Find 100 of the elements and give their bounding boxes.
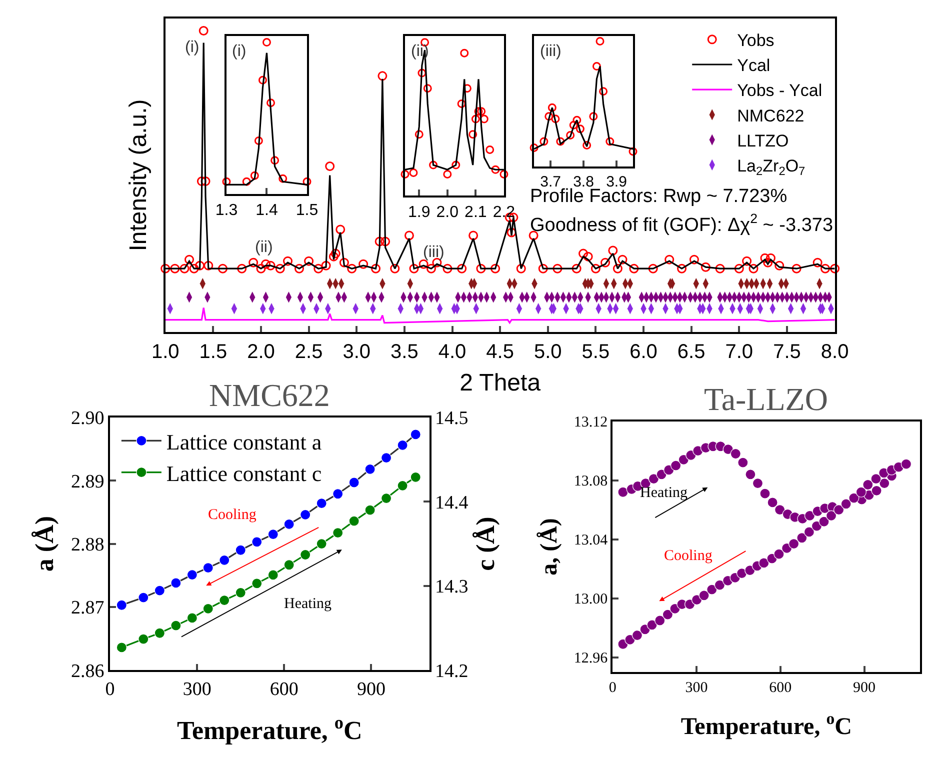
- point: [138, 592, 149, 603]
- point: [250, 171, 259, 180]
- point: [202, 603, 214, 614]
- y2-axis-title: c (Å): [471, 516, 500, 571]
- point: [332, 488, 344, 500]
- point: [871, 485, 882, 496]
- x-tick-label: 5.5: [582, 340, 610, 363]
- point: [262, 38, 271, 47]
- point: [714, 580, 726, 590]
- x-tick-label: 5.0: [534, 340, 562, 363]
- point: [648, 474, 660, 484]
- point: [170, 620, 182, 631]
- x-tick-label: 1.5: [296, 202, 318, 219]
- point: [116, 600, 127, 610]
- y-tick-label: 2.86: [71, 660, 104, 682]
- y2-tick-label: 14.3: [435, 576, 468, 598]
- point: [186, 612, 198, 624]
- point: [348, 516, 360, 526]
- point: [154, 628, 165, 638]
- y-axis-title: a, (Å): [536, 518, 562, 576]
- point: [592, 62, 601, 71]
- point: [254, 136, 263, 145]
- chart-title: (iii): [540, 43, 562, 60]
- point: [856, 486, 866, 498]
- point: [235, 544, 246, 556]
- point: [202, 562, 214, 574]
- y-axis-title: a (Å): [30, 516, 59, 572]
- point: [443, 170, 452, 178]
- point: [219, 554, 230, 566]
- x-tick-label: 1.9: [408, 204, 430, 221]
- annotation: (i): [185, 39, 200, 56]
- point: [468, 130, 478, 139]
- point: [364, 464, 376, 475]
- point: [252, 578, 262, 589]
- annotation: (ii): [255, 239, 273, 256]
- point: [138, 634, 149, 644]
- x-tick-label: 7.0: [725, 340, 754, 363]
- point: [480, 114, 488, 124]
- annotation: Goodness of fit (GOF): Δχ$^{2}$ ~ -3.373: [530, 211, 834, 236]
- point: [284, 518, 294, 530]
- x-tick-label: 600: [769, 680, 792, 696]
- y2-tick-label: 14.5: [435, 408, 468, 430]
- point: [599, 87, 608, 96]
- point: [300, 509, 311, 520]
- x-tick-label: 0: [608, 680, 616, 696]
- point: [530, 143, 538, 152]
- point: [646, 620, 658, 630]
- point: [258, 76, 267, 84]
- point: [266, 98, 276, 108]
- x-tick-label: 2.0: [436, 204, 459, 221]
- point: [268, 570, 278, 580]
- point: [900, 458, 912, 470]
- annotation: (iii): [423, 244, 444, 261]
- x-tick-label: 300: [685, 680, 708, 696]
- point: [767, 497, 778, 508]
- point: [752, 478, 764, 489]
- point: [730, 448, 741, 460]
- chart-title: (i): [232, 43, 246, 60]
- x-tick-label: 6.5: [677, 340, 706, 363]
- point: [316, 538, 327, 550]
- point: [477, 107, 486, 116]
- point: [618, 486, 628, 498]
- x-tick-label: 1.5: [199, 340, 228, 363]
- legend-label: Yobs: [737, 31, 774, 50]
- y-tick-label: 13.04: [574, 532, 608, 549]
- point: [788, 538, 800, 550]
- point: [457, 99, 466, 108]
- point: [316, 498, 327, 509]
- point: [268, 529, 278, 540]
- point: [284, 560, 294, 570]
- point: [170, 578, 182, 588]
- legend-label: LLTZO: [737, 131, 789, 150]
- point: [544, 112, 554, 121]
- point: [691, 594, 702, 606]
- point: [826, 510, 837, 522]
- point: [154, 585, 165, 596]
- point: [116, 642, 127, 653]
- point: [569, 120, 578, 130]
- point: [400, 170, 410, 178]
- point: [706, 584, 718, 595]
- point: [548, 103, 556, 112]
- point: [278, 174, 288, 183]
- point: [744, 565, 756, 576]
- x-tick-label: 2.0: [247, 340, 275, 363]
- point: [242, 177, 251, 186]
- y-tick-label: 2.88: [71, 534, 104, 556]
- point: [219, 594, 230, 606]
- x-tick-label: 8.0: [820, 340, 849, 363]
- point: [572, 116, 582, 124]
- x-axis-title: Temperature, $^{o}$C: [177, 712, 362, 746]
- point: [381, 452, 392, 464]
- point: [879, 478, 890, 489]
- x-tick-label: 900: [853, 680, 876, 696]
- point: [397, 440, 408, 450]
- chart-title: NMC622: [209, 377, 330, 413]
- x-tick-label: 2.2: [492, 204, 516, 221]
- point: [589, 112, 598, 121]
- point: [551, 114, 560, 124]
- point: [381, 492, 392, 504]
- point: [222, 177, 231, 186]
